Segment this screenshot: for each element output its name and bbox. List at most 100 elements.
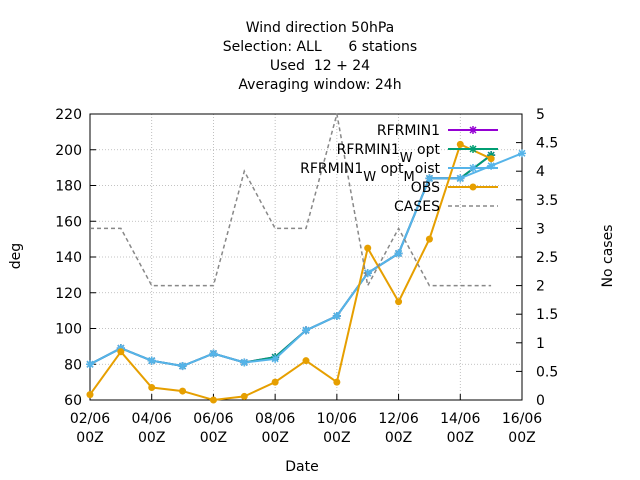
series-4 [90,113,492,288]
data-point [179,387,187,395]
x-tick-label: 02/06 [70,411,110,427]
series-line [89,143,492,402]
marker-stroke [302,326,310,334]
series-line [90,113,492,288]
data-point [425,235,433,243]
legend-label: RFRMIN1 [377,123,440,139]
title-line: Wind direction 50hPa [246,20,395,36]
data-point [148,383,156,391]
data-point [117,348,125,356]
y-tick-label: 180 [55,179,82,195]
legend-label: RFRMIN1W optMoist [300,161,440,185]
y2-tick-label: 3 [536,221,545,237]
legend-entry: RFRMIN1W opt [337,142,498,166]
data-point [302,357,310,365]
y2-axis-label: No cases [600,225,616,288]
y-tick-label: 80 [64,357,82,373]
data-point [86,360,94,369]
legend-marker [469,164,477,172]
data-point [425,174,434,183]
data-point [240,392,248,400]
y2-axis: 0 0.5 1 1.5 2 2.5 3 3.5 4 4.5 5 [516,107,558,409]
data-point [271,354,280,363]
y-tick-label: 220 [55,107,82,123]
marker-stroke [469,164,477,172]
x-tick-label: 00Z [76,430,103,446]
x-axis: 02/06 00Z 04/06 00Z 06/06 00Z 08/06 00Z 10/06 00Z… [70,394,542,446]
data-point [271,378,279,386]
y2-tick-label: 1 [536,336,545,352]
legend-label: OBS [411,180,440,196]
series-3 [86,140,495,404]
marker-stroke [86,360,94,368]
data-point [209,396,217,404]
y-tick-label: 120 [55,286,82,302]
data-point [364,244,372,252]
x-axis-label: Date [285,459,318,475]
marker-stroke [148,357,156,365]
x-tick-label: 00Z [323,430,350,446]
y-tick-label: 100 [55,322,82,338]
grid [90,114,522,400]
marker-stroke [271,355,279,363]
data-point [333,378,341,386]
data-point [456,174,465,183]
marker-stroke [395,249,403,257]
marker-stroke [333,312,341,320]
x-tick-label: 00Z [138,430,165,446]
x-tick-label: 00Z [200,430,227,446]
data-point [209,349,218,358]
legend-label: RFRMIN1W opt [337,142,441,166]
legend-label: CASES [394,199,440,215]
x-tick-label: 08/06 [255,411,295,427]
y2-tick-label: 2 [536,279,545,295]
legend-marker [469,126,477,134]
data-point [332,311,341,320]
x-tick-label: 00Z [447,430,474,446]
y2-tick-label: 5 [536,107,545,123]
y-tick-label: 160 [55,214,82,230]
marker-stroke [209,349,217,358]
y2-tick-label: 3.5 [536,193,558,209]
marker-stroke [425,174,433,182]
x-tick-label: 00Z [508,430,535,446]
legend-entry: RFRMIN1W optMoist [300,161,498,185]
legend-entry: CASES [394,199,498,215]
y-tick-label: 60 [64,393,82,409]
x-tick-label: 04/06 [132,411,172,427]
x-tick-label: 12/06 [378,411,418,427]
title-line: Selection: ALL 6 stations [223,39,417,55]
y-tick-label: 140 [55,250,82,266]
x-tick-label: 10/06 [317,411,357,427]
legend-marker [469,145,477,153]
data-point [456,140,464,148]
data-point [395,298,403,306]
marker-stroke [456,174,464,182]
y2-tick-label: 0.5 [536,364,558,380]
y2-tick-label: 2.5 [536,250,558,266]
x-tick-label: 06/06 [193,411,233,427]
title-line: Averaging window: 24h [238,77,401,93]
legend-entry: OBS [411,180,498,196]
data-point [302,326,310,335]
marker-stroke [469,126,477,134]
legend-marker [469,183,477,191]
series [86,113,526,404]
marker-stroke [518,149,526,157]
marker-stroke [469,145,477,153]
data-point [240,358,249,367]
y2-tick-label: 1.5 [536,307,558,323]
y-tick-label: 200 [55,143,82,159]
data-point [147,356,156,365]
y-axis: 60 80 100 120 140 160 180 200 220 [55,107,96,409]
data-point [86,391,94,399]
chart-title: Wind direction 50hPa Selection: ALL 6 sta… [223,20,417,93]
x-tick-label: 00Z [261,430,288,446]
data-point [394,249,403,258]
legend-entry: RFRMIN1 [377,123,498,139]
title-line: Used 12 + 24 [270,58,370,74]
x-tick-label: 00Z [385,430,412,446]
y2-tick-label: 4 [536,164,545,180]
x-tick-label: 16/06 [502,411,542,427]
